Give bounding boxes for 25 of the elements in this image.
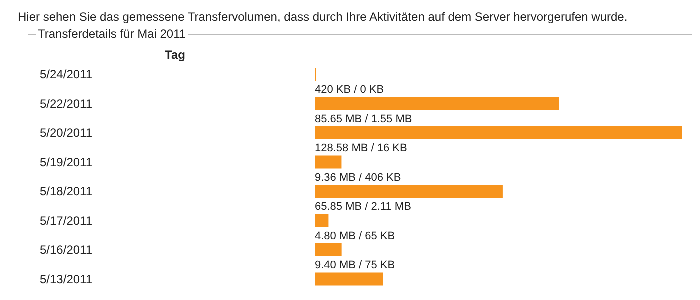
y-tick-label: 5/22/2011	[40, 96, 93, 111]
y-tick-label: 5/20/2011	[40, 126, 93, 140]
bar	[315, 126, 682, 140]
data-label: 4.80 MB / 65 KB	[315, 230, 396, 242]
y-tick-label: 5/16/2011	[40, 243, 93, 258]
data-label: 85.65 MB / 1.55 MB	[315, 113, 412, 126]
bar	[315, 244, 342, 256]
bar	[315, 97, 560, 110]
y-tick-label: 5/17/2011	[40, 214, 93, 228]
bar	[315, 185, 503, 198]
y-tick-label: 5/19/2011	[40, 155, 93, 170]
y-tick-label: 5/18/2011	[40, 184, 93, 199]
y-tick-label: 5/13/2011	[40, 272, 93, 286]
data-label: 9.36 MB / 406 KB	[315, 172, 402, 184]
bar	[315, 156, 342, 169]
y-axis-title: Tag	[165, 48, 186, 62]
bar	[315, 272, 384, 286]
text: Transferdetails für Mai 2011	[36, 27, 188, 41]
data-label: 420 KB / 0 KB	[315, 84, 384, 96]
data-label: 128.58 MB / 16 KB	[315, 142, 408, 154]
data-label: 65.85 MB / 2.11 MB	[315, 201, 412, 213]
y-tick-label: 5/24/2011	[40, 68, 93, 82]
data-label: 9.40 MB / 75 KB	[315, 260, 396, 272]
chart-title: Hier sehen Sie das gemessene Transfervolumen, dass durch Ihre Aktivitäten auf dem Server hervorgerufen wurde.	[18, 10, 628, 24]
bar	[315, 214, 329, 228]
